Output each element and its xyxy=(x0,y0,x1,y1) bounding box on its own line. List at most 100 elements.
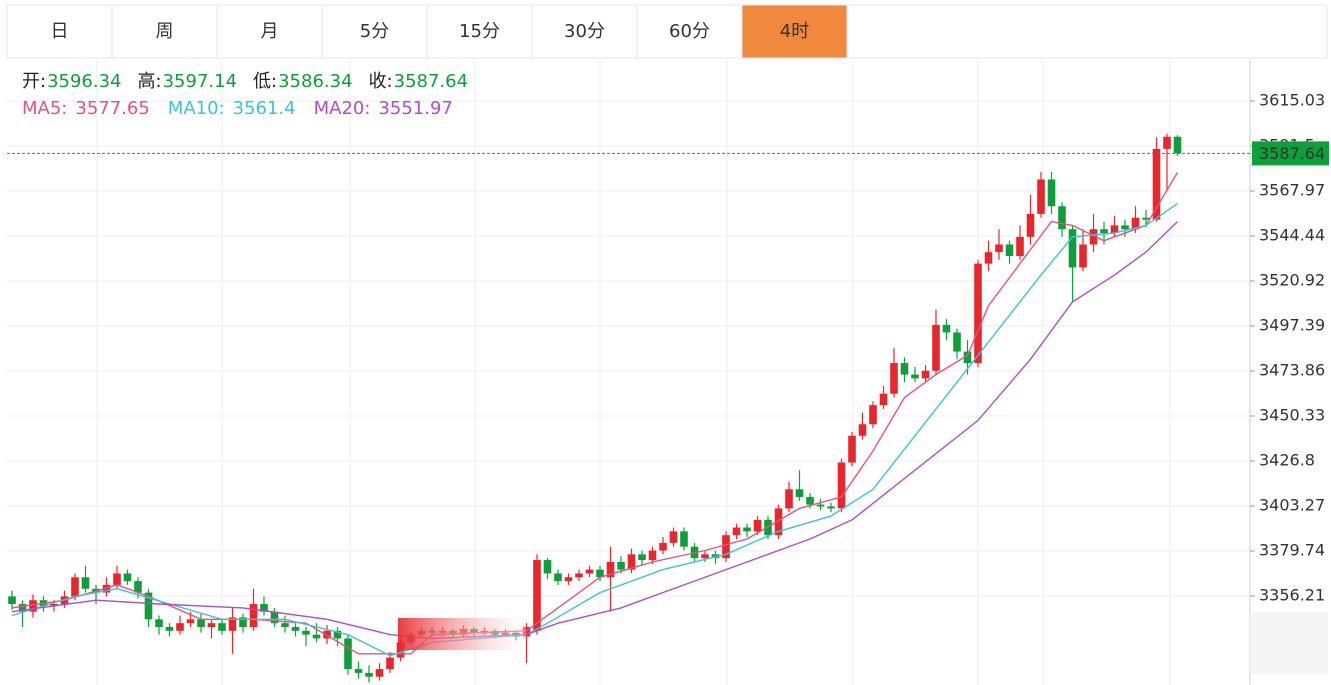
candle-body xyxy=(165,626,174,631)
candle-body xyxy=(1037,179,1045,214)
candle-body xyxy=(1026,213,1035,237)
candle-body xyxy=(669,531,678,543)
tab-label[interactable]: 60分 xyxy=(669,21,710,42)
candle-body xyxy=(617,561,625,570)
candle-body xyxy=(71,577,79,597)
candle-body xyxy=(1016,236,1024,256)
tab[interactable] xyxy=(111,4,218,59)
tab-label[interactable]: 4时 xyxy=(780,21,809,42)
candle-body xyxy=(386,657,394,670)
legend-label: MA20: xyxy=(314,98,371,119)
candle-body xyxy=(1058,206,1066,230)
y-tick-label: 3567.97 xyxy=(1259,181,1325,200)
tab-bar: 日 周 月 5分 15分 30分 60分 4时 xyxy=(6,4,1328,59)
candle-body xyxy=(302,630,310,635)
candle-body xyxy=(207,623,216,627)
candle-body xyxy=(554,573,562,582)
candle-body xyxy=(827,506,835,509)
y-tick-label: 3497.39 xyxy=(1259,315,1325,334)
candle-body xyxy=(722,535,730,559)
ohlc-label: 低: xyxy=(253,71,277,92)
candle-body xyxy=(879,393,888,406)
candle-body xyxy=(365,672,373,677)
candle-body xyxy=(102,584,111,593)
tab-label[interactable]: 日 xyxy=(51,21,69,42)
candle-body xyxy=(29,600,37,612)
legend-label: MA10: xyxy=(168,98,225,119)
candle-body xyxy=(701,554,709,559)
candle-body xyxy=(281,623,289,627)
candle-body xyxy=(890,363,898,394)
candle-body xyxy=(942,324,951,333)
candle-body xyxy=(596,569,604,578)
ohlc-label: 开: xyxy=(22,71,46,92)
candle-body xyxy=(743,527,751,532)
current-price-box xyxy=(1252,141,1329,166)
tab[interactable] xyxy=(741,4,848,59)
y-tick-label: 3426.8 xyxy=(1259,450,1315,469)
candle-body xyxy=(1110,225,1119,234)
candle-body xyxy=(753,519,762,532)
candle-body xyxy=(333,630,342,639)
tab-label[interactable]: 30分 xyxy=(564,21,605,42)
candle-body xyxy=(680,531,688,547)
candle-body xyxy=(155,619,163,627)
candle-body xyxy=(8,596,16,605)
legend-value: 3551.97 xyxy=(378,98,452,119)
candle-body xyxy=(921,370,930,379)
tab[interactable] xyxy=(216,4,323,59)
candle-body xyxy=(732,527,741,536)
y-tick-label: 3403.27 xyxy=(1259,495,1325,514)
candle-body xyxy=(932,324,940,371)
candle-body xyxy=(249,604,258,627)
candle-body xyxy=(123,573,132,582)
candle-body xyxy=(81,577,90,589)
candle-body xyxy=(911,374,919,379)
candle-body xyxy=(974,263,982,364)
candle-body xyxy=(785,489,793,509)
y-tick-label: 3473.86 xyxy=(1259,360,1325,379)
candle-body xyxy=(176,623,184,631)
tab[interactable] xyxy=(321,4,428,59)
current-price-label: 3587.64 xyxy=(1259,144,1325,163)
tab-label[interactable]: 月 xyxy=(261,21,279,42)
tab[interactable] xyxy=(6,4,113,59)
tab[interactable] xyxy=(636,4,743,59)
candle-body xyxy=(848,435,856,463)
legend-label: MA5: xyxy=(22,98,67,119)
candle-body xyxy=(1079,244,1087,268)
candle-body xyxy=(270,611,279,624)
candle-body xyxy=(963,351,972,364)
candle-body xyxy=(197,619,205,627)
candle-body xyxy=(344,638,352,670)
candle-body xyxy=(18,604,27,612)
candle-body xyxy=(522,626,531,637)
candle-body xyxy=(1047,179,1056,207)
tab-label[interactable]: 5分 xyxy=(360,21,389,42)
candle-body xyxy=(638,554,646,561)
y-tick-label: 3379.74 xyxy=(1259,540,1325,559)
legend-value: 3577.65 xyxy=(75,98,149,119)
tab[interactable] xyxy=(426,4,533,59)
candle-body xyxy=(869,405,877,425)
candle-body xyxy=(606,561,615,578)
candle-body xyxy=(50,604,58,606)
candle-body xyxy=(1005,244,1014,256)
tab-label[interactable]: 周 xyxy=(156,21,174,42)
y-tick-label: 3356.21 xyxy=(1259,585,1325,604)
legend-value: 3561.4 xyxy=(233,98,296,119)
candle-body xyxy=(648,550,657,561)
y-tick-label: 3544.44 xyxy=(1259,226,1325,245)
ohlc-label: 收: xyxy=(369,71,393,92)
candle-body xyxy=(113,573,121,585)
watermark xyxy=(398,618,526,650)
candle-body xyxy=(953,332,961,352)
tab-label[interactable]: 15分 xyxy=(459,21,500,42)
candle-body xyxy=(1121,225,1129,230)
candle-body xyxy=(627,554,636,570)
tab[interactable] xyxy=(531,4,638,59)
candle-body xyxy=(816,504,825,507)
ohlc-label: 高: xyxy=(138,71,162,92)
candle-body xyxy=(543,560,552,574)
